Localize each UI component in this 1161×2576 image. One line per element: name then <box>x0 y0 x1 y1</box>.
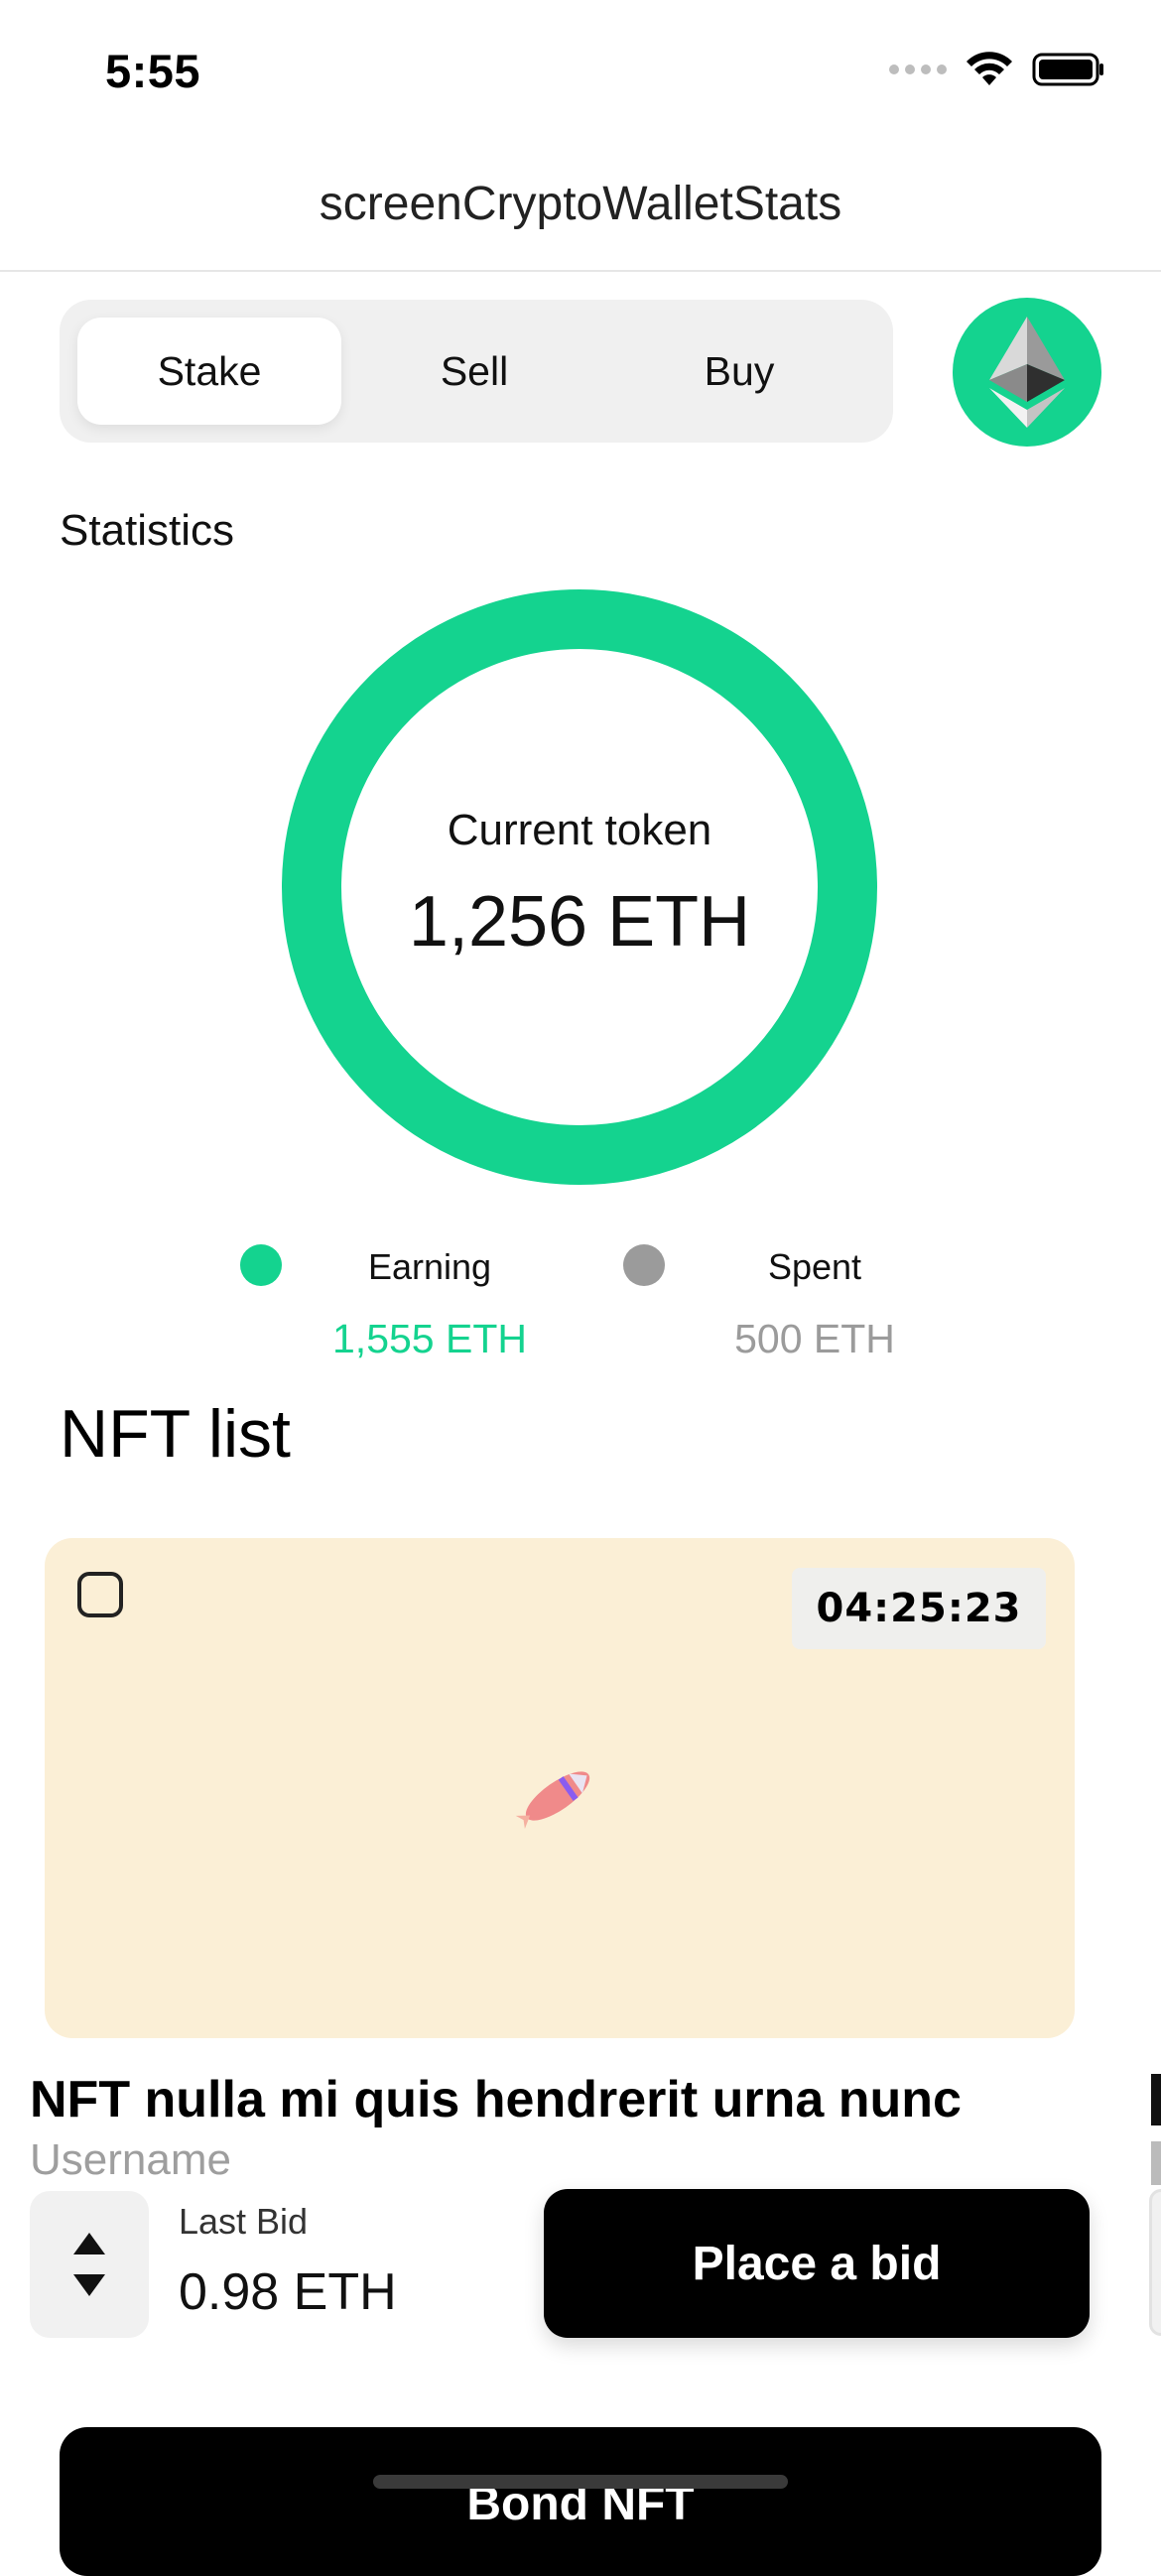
segment-sell[interactable]: Sell <box>440 347 509 394</box>
nft-select-checkbox[interactable] <box>77 1572 123 1617</box>
earning-label: Earning <box>367 1246 492 1287</box>
battery-icon <box>1032 53 1103 86</box>
segment-stake[interactable]: Stake <box>77 318 341 425</box>
page-title: screenCryptoWalletStats <box>319 178 842 230</box>
home-indicator <box>373 2475 788 2489</box>
last-bid-label: Last Bid <box>179 2201 309 2242</box>
earning-value: 1,555 ETH <box>332 1316 527 1361</box>
status-time: 5:55 <box>105 45 201 97</box>
next-card-stepper-peek <box>1149 2189 1161 2336</box>
cellular-signal-icon <box>889 64 947 74</box>
current-token-label: Current token <box>447 806 712 854</box>
bid-stepper[interactable] <box>30 2191 149 2338</box>
nav-divider <box>0 270 1161 272</box>
rocket-icon <box>515 1771 590 1829</box>
last-bid-value: 0.98 ETH <box>179 2263 397 2321</box>
bond-nft-label: Bond NFT <box>466 2478 695 2530</box>
next-card-title-peek <box>1151 2074 1161 2125</box>
place-bid-button[interactable]: Place a bid <box>544 2189 1090 2338</box>
segmented-control: Stake Sell Buy <box>60 300 893 443</box>
stepper-up-icon[interactable] <box>73 2233 105 2254</box>
current-token-value: 1,256 ETH <box>408 882 751 962</box>
spent-value: 500 ETH <box>734 1316 895 1361</box>
spent-legend-dot <box>623 1244 665 1286</box>
nft-list-heading: NFT list <box>60 1396 291 1472</box>
nft-countdown-timer: 04:25:23 <box>792 1568 1046 1649</box>
ethereum-icon <box>989 317 1065 428</box>
nft-username[interactable]: Username <box>30 2135 231 2184</box>
segment-buy[interactable]: Buy <box>704 347 775 394</box>
statistics-heading: Statistics <box>60 506 235 555</box>
bond-nft-button[interactable]: Bond NFT <box>60 2427 1101 2576</box>
earning-legend-dot <box>240 1244 282 1286</box>
next-card-username-peek <box>1151 2141 1161 2185</box>
wifi-icon <box>967 52 1012 85</box>
nft-name: NFT nulla mi quis hendrerit urna nunc <box>30 2071 962 2128</box>
token-donut-chart <box>282 589 877 1185</box>
ethereum-badge[interactable] <box>953 298 1101 447</box>
spent-label: Spent <box>767 1246 862 1287</box>
stepper-down-icon[interactable] <box>73 2274 105 2296</box>
status-icons <box>889 52 1105 87</box>
